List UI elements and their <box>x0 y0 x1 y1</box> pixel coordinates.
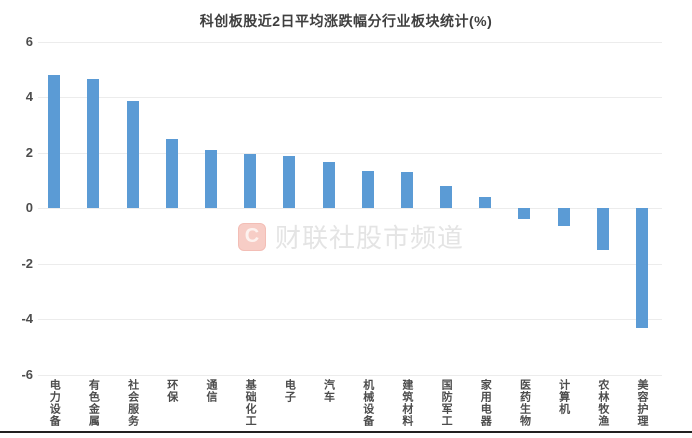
y-axis-tick-label: 6 <box>25 33 33 49</box>
y-axis-tick-label: 0 <box>25 200 33 216</box>
y-axis-tick-label: 4 <box>25 89 33 105</box>
x-axis-category-label: 电力设备 <box>48 379 61 427</box>
x-axis-category-label: 国防军工 <box>440 379 453 427</box>
bar <box>165 138 178 209</box>
x-axis-category-label: 有色金属 <box>87 379 100 427</box>
gridline <box>38 374 662 376</box>
y-axis-tick-label: 2 <box>25 144 33 160</box>
bottom-divider <box>0 431 692 433</box>
bar <box>87 79 100 209</box>
x-axis-category-label: 农林牧渔 <box>596 379 609 427</box>
x-axis-category-label: 基础化工 <box>244 379 257 427</box>
x-axis-category-label: 医药生物 <box>518 379 531 427</box>
gridline <box>38 319 662 321</box>
gridline <box>38 208 662 210</box>
bar <box>244 154 257 209</box>
bar <box>322 162 335 209</box>
x-axis-category-label: 计算机 <box>557 379 570 415</box>
x-axis-category-label: 环保 <box>165 379 178 403</box>
gridline <box>38 263 662 265</box>
x-axis-category-label: 社会服务 <box>126 379 139 427</box>
x-axis-category-label: 汽车 <box>322 379 335 403</box>
gridline <box>38 152 662 154</box>
x-axis-category-label: 建筑材料 <box>400 379 413 427</box>
bar <box>283 155 296 209</box>
bar <box>557 208 570 227</box>
gridline <box>38 41 662 43</box>
x-axis-category-label: 电子 <box>283 379 296 403</box>
y-axis-tick-label: -4 <box>21 311 33 327</box>
bar <box>636 208 649 328</box>
bar <box>400 172 413 209</box>
bar <box>518 208 531 220</box>
x-axis-category-label: 家用电器 <box>479 379 492 427</box>
bar <box>440 186 453 209</box>
bar <box>596 208 609 250</box>
y-axis-tick-label: -2 <box>21 255 33 271</box>
bar <box>204 149 217 209</box>
gridline <box>38 97 662 99</box>
x-axis-labels: 电力设备 有色金属 社会服务 环保 通信 基础化工 电子 汽车 机械设备 建筑材料 国防军工 家用电器… <box>38 379 662 431</box>
chart-title: 科创板股近2日平均涨跌幅分行业板块统计(%) <box>199 13 493 29</box>
plot-area <box>38 41 662 376</box>
x-axis-category-label: 机械设备 <box>361 379 374 427</box>
x-axis-category-label: 美容护理 <box>636 379 649 427</box>
bar <box>126 101 139 209</box>
bar <box>479 197 492 209</box>
bar <box>361 170 374 209</box>
x-axis-category-label: 通信 <box>204 379 217 403</box>
bar <box>48 74 61 209</box>
y-axis-tick-label: -6 <box>21 367 33 382</box>
